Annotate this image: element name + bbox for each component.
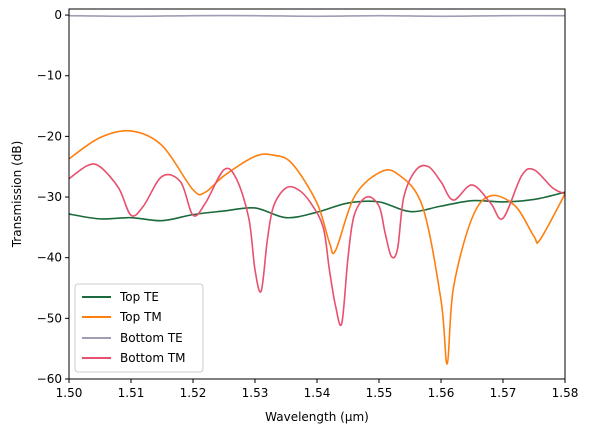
legend-label-bottom-te: Bottom TE bbox=[120, 331, 183, 345]
x-tick-label: 1.51 bbox=[118, 386, 145, 400]
series-line-bottom-tm bbox=[69, 163, 565, 327]
legend-label-top-te: Top TE bbox=[119, 290, 159, 304]
legend-label-top-tm: Top TM bbox=[119, 310, 162, 324]
x-tick-label: 1.54 bbox=[304, 386, 331, 400]
x-tick-label: 1.50 bbox=[56, 386, 83, 400]
x-tick-label: 1.57 bbox=[490, 386, 517, 400]
y-tick-label: −50 bbox=[37, 311, 62, 325]
y-tick-label: −60 bbox=[37, 372, 62, 386]
x-axis: 1.50 1.51 1.52 1.53 1.54 1.55 1.56 1.57 1.58 bbox=[56, 379, 579, 400]
x-axis-label: Wavelength (μm) bbox=[265, 410, 369, 424]
y-tick-label: −40 bbox=[37, 251, 62, 265]
legend-label-bottom-tm: Bottom TM bbox=[120, 351, 186, 365]
y-tick-label: 0 bbox=[54, 8, 62, 22]
legend: Top TE Top TM Bottom TE Bottom TM bbox=[74, 283, 204, 373]
x-tick-label: 1.52 bbox=[180, 386, 207, 400]
y-axis: 0 −10 −20 −30 −40 −50 −60 bbox=[37, 8, 69, 386]
y-tick-label: −20 bbox=[37, 129, 62, 143]
series-layer bbox=[69, 14, 565, 365]
x-tick-label: 1.58 bbox=[552, 386, 579, 400]
y-tick-label: −10 bbox=[37, 69, 62, 83]
x-tick-label: 1.56 bbox=[428, 386, 455, 400]
series-line-bottom-te bbox=[69, 14, 565, 18]
x-tick-label: 1.55 bbox=[366, 386, 393, 400]
y-tick-label: −30 bbox=[37, 190, 62, 204]
x-tick-label: 1.53 bbox=[242, 386, 269, 400]
y-axis-label: Transmission (dB) bbox=[10, 141, 24, 249]
legend-box bbox=[74, 283, 204, 373]
